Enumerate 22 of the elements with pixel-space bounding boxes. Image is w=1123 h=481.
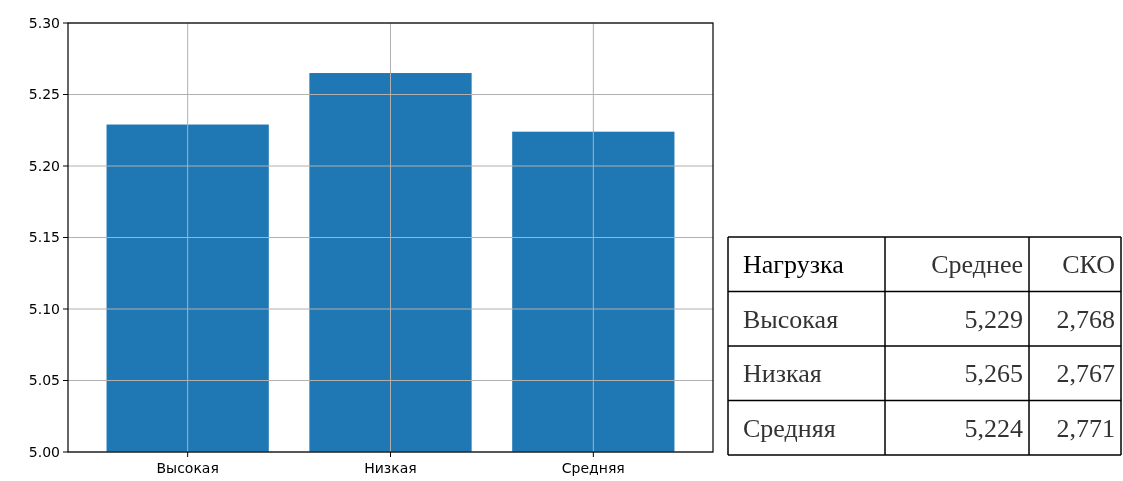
y-tick-label: 5.20 (28, 157, 60, 174)
text: Высокая (743, 304, 839, 334)
x-tick-label: Низкая (364, 460, 417, 476)
y-tick-label: 5.30 (28, 14, 60, 31)
y-tick-label: 5.05 (28, 372, 60, 389)
x-tick-label: Средняя (561, 460, 625, 476)
text: 5,265 (964, 359, 1023, 389)
x-tick-label: Высокая (156, 460, 219, 476)
text: 5,224 (964, 413, 1023, 443)
y-tick-label: 5.00 (28, 443, 60, 460)
y-tick-label: 5.25 (28, 86, 60, 103)
y-tick-label: 5.10 (28, 300, 60, 317)
text: 5,229 (964, 304, 1023, 334)
text: 2,767 (1056, 359, 1115, 389)
text: Нагрузка (743, 250, 845, 280)
text: Низкая (743, 359, 822, 389)
text: Средняя (743, 413, 836, 443)
text: 2,771 (1056, 413, 1115, 443)
text: Среднее (931, 250, 1023, 280)
text: СКО (1062, 250, 1115, 280)
text: 2,768 (1056, 304, 1115, 334)
y-tick-label: 5.15 (28, 229, 60, 246)
